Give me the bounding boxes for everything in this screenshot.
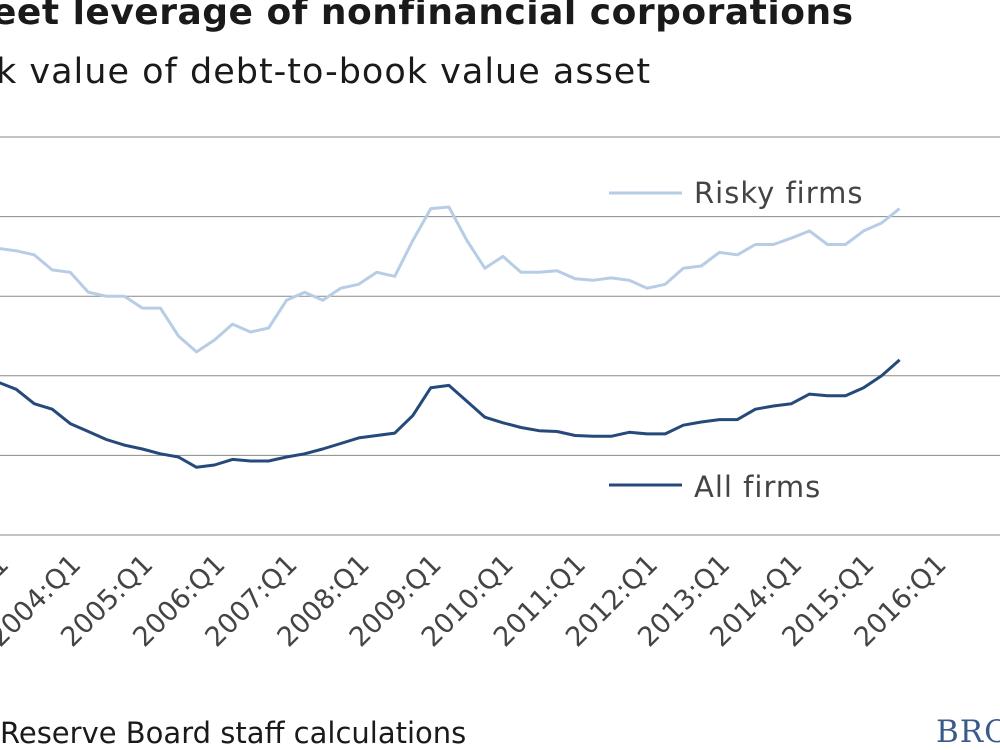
x-axis-ticks: 2002:Q12003:Q12004:Q12005:Q12006:Q12007:…	[0, 549, 953, 653]
legend: Risky firms All firms	[609, 176, 864, 504]
source-note: Reserve Board staff calculations	[0, 716, 467, 750]
chart-title: eet leverage of nonfinancial corporation…	[0, 0, 854, 33]
series-line-1	[0, 358, 901, 469]
series-lines	[0, 205, 901, 469]
legend-label-1: All firms	[694, 470, 821, 504]
gridlines	[0, 136, 1000, 536]
brand-logo: BRO	[936, 714, 1000, 750]
series-line-0	[0, 205, 901, 354]
legend-label-0: Risky firms	[694, 176, 864, 210]
chart-subtitle: k value of debt-to-book value asset	[0, 52, 652, 92]
